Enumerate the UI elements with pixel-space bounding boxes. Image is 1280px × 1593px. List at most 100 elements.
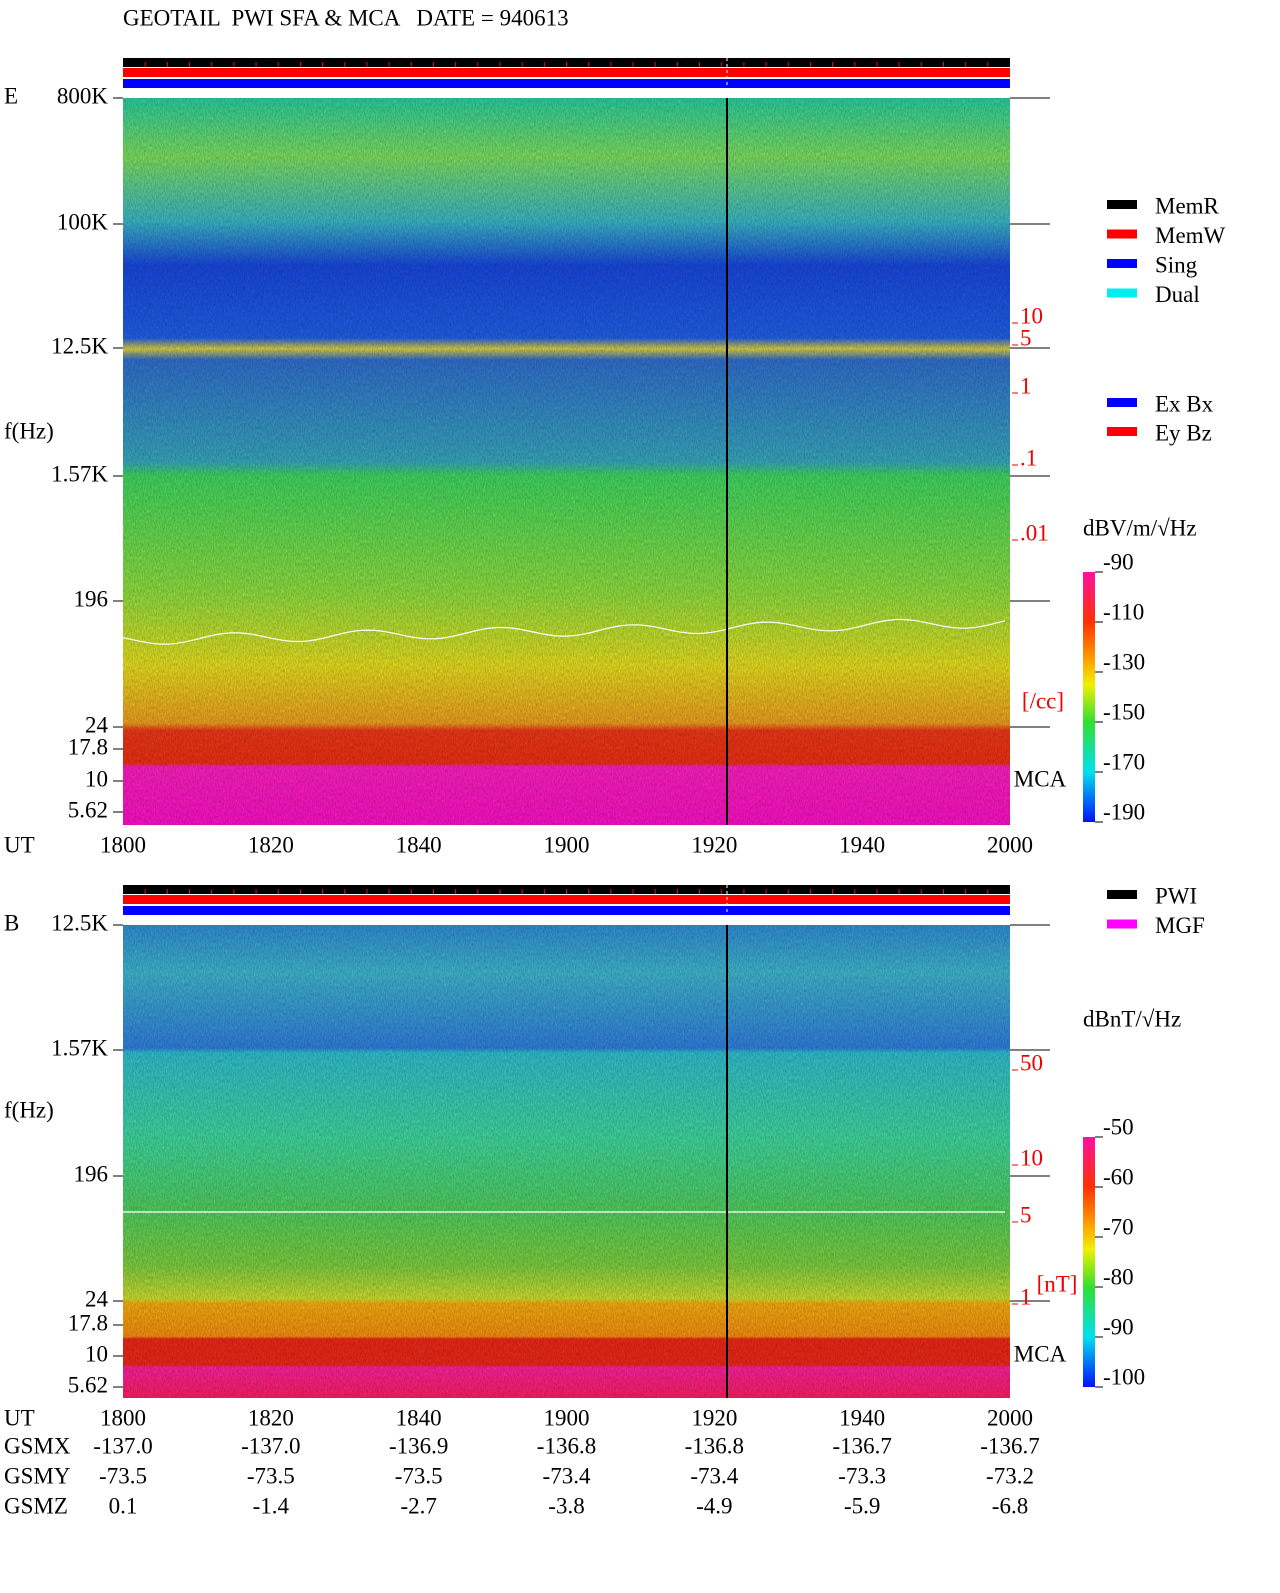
orbit-value: -137.0 — [241, 1433, 300, 1458]
orbit-value: -136.9 — [389, 1433, 448, 1458]
colorbar-tick-label: -130 — [1103, 649, 1145, 674]
colorbar-title: dBV/m/√Hz — [1083, 515, 1197, 540]
colorbar-tick-label: -190 — [1103, 799, 1145, 824]
ut-tick-label: 1800 — [100, 1405, 146, 1430]
freq-label: 12.5K — [51, 333, 108, 358]
legend-swatch — [1107, 200, 1137, 209]
ut-tick-label: 1840 — [396, 1405, 442, 1430]
title: GEOTAIL PWI SFA & MCA DATE = 940613 — [123, 5, 569, 30]
freq-label: 10 — [85, 766, 108, 791]
colorbar-tick-label: -170 — [1103, 749, 1145, 774]
ut-tick-label: 1900 — [544, 832, 590, 857]
orbit-value: -6.8 — [992, 1493, 1028, 1518]
legend-swatch — [1107, 259, 1137, 268]
orbit-value: -73.2 — [986, 1463, 1034, 1488]
status-bar — [123, 895, 1010, 904]
orbit-value: -73.3 — [838, 1463, 886, 1488]
colorbar — [1083, 1137, 1095, 1387]
freq-label: 196 — [74, 586, 109, 611]
mca-label: MCA — [1014, 766, 1067, 791]
panel-label: E — [4, 83, 18, 108]
colorbar-tick-label: -50 — [1103, 1114, 1134, 1139]
orbit-label: GSMX — [4, 1433, 71, 1458]
orbit-value: -3.8 — [548, 1493, 584, 1518]
axis-label: f(Hz) — [4, 418, 54, 443]
status-bar — [123, 906, 1010, 915]
legend-label: MemR — [1155, 193, 1220, 218]
orbit-value: -5.9 — [844, 1493, 880, 1518]
colorbar-tick-label: -60 — [1103, 1164, 1134, 1189]
orbit-value: -73.5 — [247, 1463, 295, 1488]
colorbar-title: dBnT/√Hz — [1083, 1006, 1181, 1031]
status-bar — [123, 68, 1010, 77]
freq-label: 5.62 — [68, 797, 108, 822]
freq-label: 17.8 — [68, 1310, 108, 1335]
scale-label: 10 — [1020, 1145, 1043, 1170]
legend-swatch — [1107, 229, 1137, 239]
freq-label: 12.5K — [51, 910, 108, 935]
colorbar-tick-label: -70 — [1103, 1214, 1134, 1239]
freq-label: 800K — [57, 83, 109, 108]
legend-label: Dual — [1155, 282, 1200, 307]
orbit-value: -4.9 — [696, 1493, 732, 1518]
freq-label: 1.57K — [51, 461, 108, 486]
ut-tick-label: 1820 — [248, 1405, 294, 1430]
legend-label: PWI — [1155, 883, 1197, 908]
ut-label: UT — [4, 832, 35, 857]
ut-label: UT — [4, 1405, 35, 1430]
legend-label: Sing — [1155, 252, 1198, 277]
legend-swatch — [1107, 919, 1137, 929]
colorbar-tick-label: -150 — [1103, 699, 1145, 724]
orbit-value: -73.5 — [395, 1463, 443, 1488]
legend-label: Ex Bx — [1155, 391, 1214, 416]
legend-swatch — [1107, 890, 1137, 899]
freq-label: 1.57K — [51, 1035, 108, 1060]
ut-tick-label: 1800 — [100, 832, 146, 857]
legend-swatch — [1107, 288, 1137, 298]
ut-tick-label: 1840 — [396, 832, 442, 857]
orbit-value: -73.4 — [690, 1463, 738, 1488]
orbit-value: -73.4 — [543, 1463, 591, 1488]
colorbar-tick-label: -80 — [1103, 1264, 1134, 1289]
ut-tick-label: 1940 — [839, 1405, 885, 1430]
ut-tick-label: 1900 — [544, 1405, 590, 1430]
orbit-value: -136.7 — [980, 1433, 1039, 1458]
ut-tick-label: 1940 — [839, 832, 885, 857]
scale-unit: [nT] — [1037, 1271, 1078, 1296]
scale-label: 50 — [1020, 1050, 1043, 1075]
legend-label: MemW — [1155, 223, 1226, 248]
mca-label: MCA — [1014, 1341, 1067, 1366]
panel-label: B — [4, 910, 19, 935]
freq-label: 24 — [85, 1286, 109, 1311]
ut-tick-label: 1820 — [248, 832, 294, 857]
freq-label: 196 — [74, 1161, 109, 1186]
orbit-value: -136.8 — [685, 1433, 744, 1458]
ut-tick-label: 2000 — [987, 1405, 1033, 1430]
legend-swatch — [1107, 427, 1137, 436]
orbit-value: -73.5 — [99, 1463, 147, 1488]
orbit-value: -137.0 — [93, 1433, 152, 1458]
freq-label: 100K — [57, 209, 109, 234]
scale-label: 10 — [1020, 303, 1043, 328]
colorbar-tick-label: -90 — [1103, 549, 1134, 574]
ut-tick-label: 1920 — [691, 832, 737, 857]
orbit-value: -136.8 — [537, 1433, 596, 1458]
freq-label: 10 — [85, 1341, 108, 1366]
orbit-value: -2.7 — [400, 1493, 436, 1518]
colorbar-tick-label: -110 — [1103, 599, 1144, 624]
legend-label: MGF — [1155, 913, 1205, 938]
scale-label: 5 — [1020, 325, 1032, 350]
legend-label: Ey Bz — [1155, 420, 1212, 445]
orbit-value: -1.4 — [253, 1493, 290, 1518]
scale-label: 5 — [1020, 1202, 1032, 1227]
status-bar — [123, 79, 1010, 88]
spectrogram-texture — [123, 925, 1010, 1398]
orbit-value: 0.1 — [109, 1493, 138, 1518]
ut-tick-label: 1920 — [691, 1405, 737, 1430]
scale-unit: [/cc] — [1022, 688, 1064, 713]
freq-label: 5.62 — [68, 1372, 108, 1397]
freq-label: 17.8 — [68, 734, 108, 759]
scale-label: 1 — [1020, 1284, 1032, 1309]
colorbar-tick-label: -100 — [1103, 1364, 1145, 1389]
